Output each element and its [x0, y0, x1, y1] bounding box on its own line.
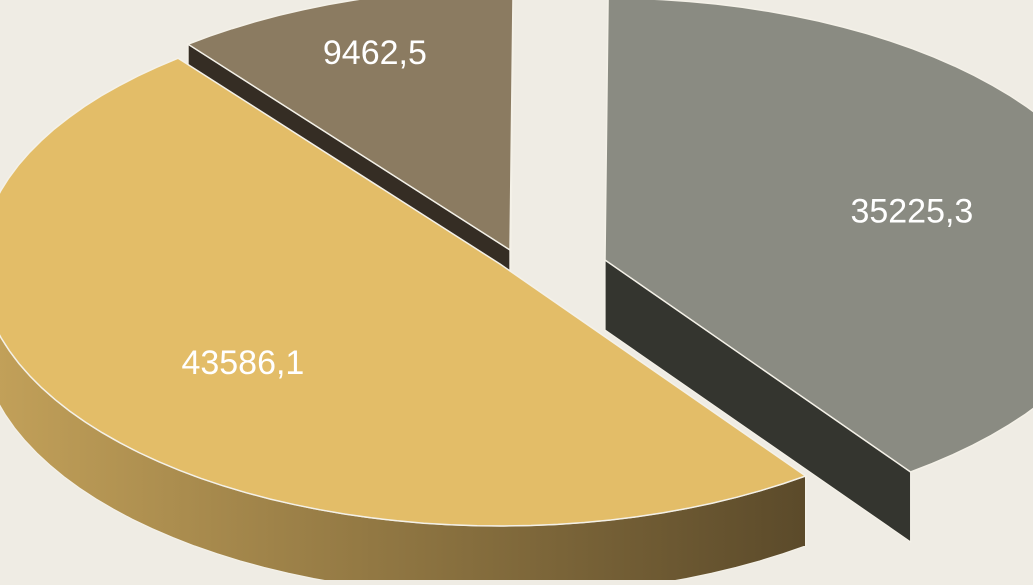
slice-0-label: 43586,1 — [181, 344, 304, 382]
slice-1-top — [186, 0, 514, 252]
slice-2-top — [604, 0, 1033, 473]
slice-2-label: 35225,3 — [850, 192, 973, 230]
slice-1-label: 9462,5 — [323, 34, 427, 72]
slice-0-top — [0, 57, 808, 527]
